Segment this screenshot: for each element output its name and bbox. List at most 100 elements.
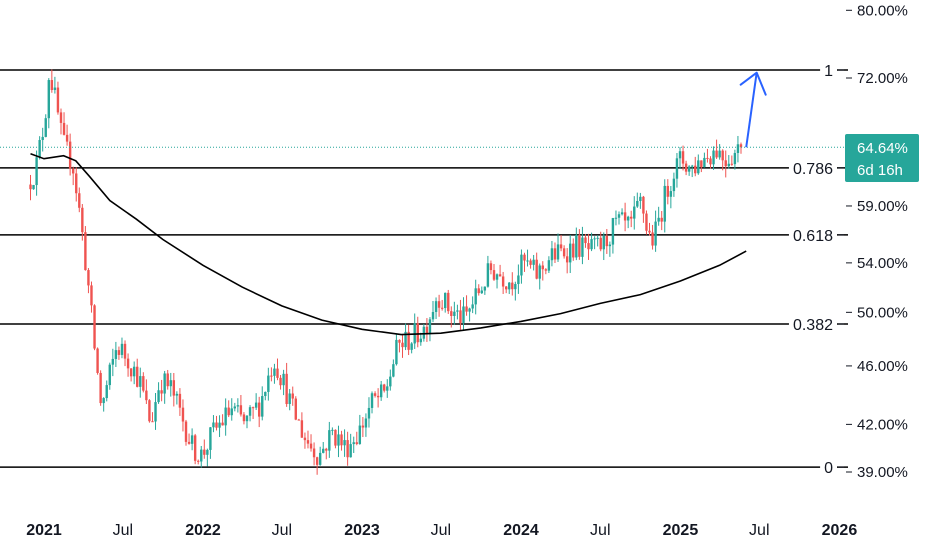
x-tick-label: 2024 xyxy=(503,522,539,539)
candle-body xyxy=(450,311,453,316)
candle-body xyxy=(376,395,380,398)
candle-body xyxy=(404,331,407,348)
candle-body xyxy=(684,163,688,172)
candle-body xyxy=(459,310,462,323)
candle-body xyxy=(38,140,41,158)
candle-body xyxy=(660,217,663,222)
candle-body xyxy=(322,448,325,453)
candle-body xyxy=(736,144,740,153)
candle-body xyxy=(142,376,145,391)
candle-body xyxy=(669,191,673,197)
candle-body xyxy=(410,343,413,350)
candle-body xyxy=(209,427,212,450)
candle-body xyxy=(68,141,72,169)
candle-body xyxy=(663,185,666,222)
candle-body xyxy=(105,385,108,399)
candle-body xyxy=(136,366,139,387)
candle-body xyxy=(504,286,508,290)
candle-body xyxy=(328,430,331,451)
candle-body xyxy=(596,237,599,239)
fib-level-label: 0 xyxy=(824,460,833,477)
candle-body xyxy=(642,196,645,214)
candle-body xyxy=(498,274,502,277)
candle-body xyxy=(239,405,243,415)
candle-body xyxy=(648,230,651,233)
candle-body xyxy=(456,310,459,312)
candle-body xyxy=(700,160,703,168)
candles xyxy=(29,69,743,475)
candle-body xyxy=(556,244,560,260)
candle-body xyxy=(325,448,328,451)
candle-body xyxy=(544,269,548,271)
candle-body xyxy=(367,407,371,419)
candle-body xyxy=(44,118,47,137)
candle-body xyxy=(358,425,362,444)
fib-level-label: 0.786 xyxy=(793,161,833,178)
candle-body xyxy=(267,375,270,392)
candle-body xyxy=(379,384,383,398)
last-price-badge: 64.64% 6d 16h xyxy=(845,134,919,182)
candle-body xyxy=(361,425,365,428)
candle-body xyxy=(291,393,294,399)
candle-body xyxy=(254,402,258,408)
candle-body xyxy=(569,243,572,263)
candle-body xyxy=(529,260,532,265)
candle-body xyxy=(675,158,679,179)
candle-body xyxy=(248,407,252,416)
candle-body xyxy=(483,286,487,291)
y-tick-label: 54.00% xyxy=(857,255,908,272)
candle-body xyxy=(587,243,590,250)
candle-body xyxy=(315,457,319,465)
candle-body xyxy=(614,217,618,219)
candle-body xyxy=(654,221,657,246)
y-tick-label: 39.00% xyxy=(857,464,908,481)
candle-body xyxy=(559,244,563,249)
candle-body xyxy=(206,449,209,455)
candle-body xyxy=(645,213,648,231)
candle-body xyxy=(690,165,694,167)
candle-body xyxy=(139,376,142,387)
candle-body xyxy=(148,400,151,422)
candle-body xyxy=(132,366,136,377)
candle-body xyxy=(230,408,233,416)
x-tick-label: 2023 xyxy=(344,522,380,539)
candle-body xyxy=(197,460,200,462)
candle-body xyxy=(474,288,477,305)
fib-label-bg xyxy=(788,223,837,246)
candle-body xyxy=(462,306,465,323)
candle-body xyxy=(386,386,389,391)
candle-body xyxy=(501,276,505,287)
candle-body xyxy=(273,368,276,376)
candle-body xyxy=(681,151,685,164)
candle-body xyxy=(120,343,124,355)
candle-body xyxy=(343,440,346,446)
candle-body xyxy=(709,158,712,165)
candle-body xyxy=(541,265,544,270)
candle-body xyxy=(102,398,105,404)
fib-label-bg xyxy=(820,59,837,82)
candle-body xyxy=(639,196,642,201)
y-tick-label: 59.00% xyxy=(857,198,908,215)
x-tick-label: Jul xyxy=(113,522,133,539)
candle-body xyxy=(547,260,551,271)
candle-body xyxy=(200,449,203,462)
candle-body xyxy=(401,342,404,348)
candle-body xyxy=(215,422,218,428)
candle-body xyxy=(352,442,355,445)
candle-body xyxy=(431,311,435,320)
candle-body xyxy=(437,301,441,308)
candle-body xyxy=(578,234,581,257)
candle-body xyxy=(440,307,444,309)
candle-body xyxy=(715,150,718,158)
candle-body xyxy=(694,165,697,174)
candle-body xyxy=(608,244,612,247)
candle-body xyxy=(29,184,32,190)
candle-body xyxy=(355,442,358,444)
candle-body xyxy=(477,288,480,294)
candle-body xyxy=(312,448,316,458)
projection-arrow-shaft xyxy=(745,72,758,148)
x-tick-label: Jul xyxy=(590,522,610,539)
candle-body xyxy=(687,166,691,172)
candle-body xyxy=(733,152,737,165)
